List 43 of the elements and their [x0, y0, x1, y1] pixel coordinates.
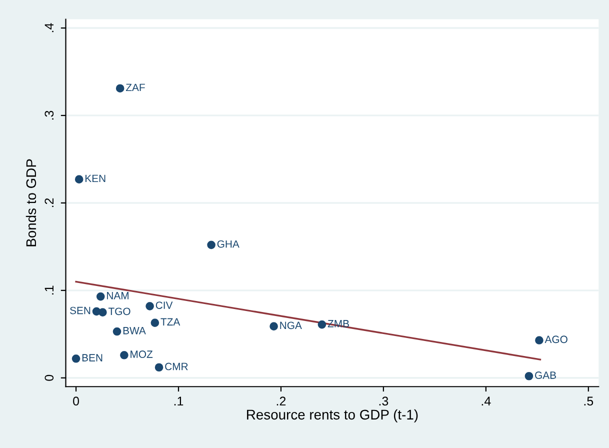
point [116, 84, 124, 93]
y-tick-label: .4 [44, 23, 54, 32]
annotation: TZA [160, 318, 180, 326]
y-tick-label: .2 [44, 198, 54, 208]
point [112, 327, 122, 336]
y-axis-title: Bonds to GDP [26, 159, 36, 246]
point [120, 350, 128, 360]
y-tick-label: 0 [44, 374, 54, 381]
annotation: MOZ [130, 350, 153, 358]
annotation: NAM [107, 292, 128, 300]
point [96, 292, 105, 301]
annotation: SEN [70, 306, 90, 314]
y-tick-label: .3 [44, 110, 54, 120]
annotation: GHA [217, 240, 240, 248]
annotation: BWA [123, 327, 146, 334]
x-axis-title: Resource rents to GDP (t-1) [247, 409, 418, 422]
point [524, 372, 534, 380]
x-tick-label: 0 [73, 396, 80, 406]
point [318, 320, 326, 329]
annotation: GAB [535, 372, 556, 379]
point [98, 308, 107, 316]
point [150, 318, 160, 327]
point [146, 302, 154, 310]
x-tick-label: .1 [174, 396, 184, 406]
x-tick-label: .3 [379, 396, 388, 406]
point [207, 240, 216, 250]
x-tick-label: .2 [276, 396, 286, 406]
annotation: BEN [82, 354, 102, 362]
annotation: NGA [280, 322, 302, 330]
annotation: CMR [165, 362, 188, 370]
point [154, 363, 164, 372]
annotation: TGO [108, 308, 130, 316]
annotation: AGO [544, 336, 568, 344]
point [72, 354, 80, 363]
annotation: CIV [156, 302, 173, 309]
point [535, 336, 544, 344]
annotation: ZAF [126, 84, 145, 92]
point [270, 322, 278, 330]
annotation: KEN [86, 174, 106, 182]
x-tick-label: .5 [584, 396, 594, 406]
point [74, 175, 84, 184]
x-tick-label: .4 [482, 396, 491, 406]
y-tick-label: .1 [44, 286, 54, 294]
